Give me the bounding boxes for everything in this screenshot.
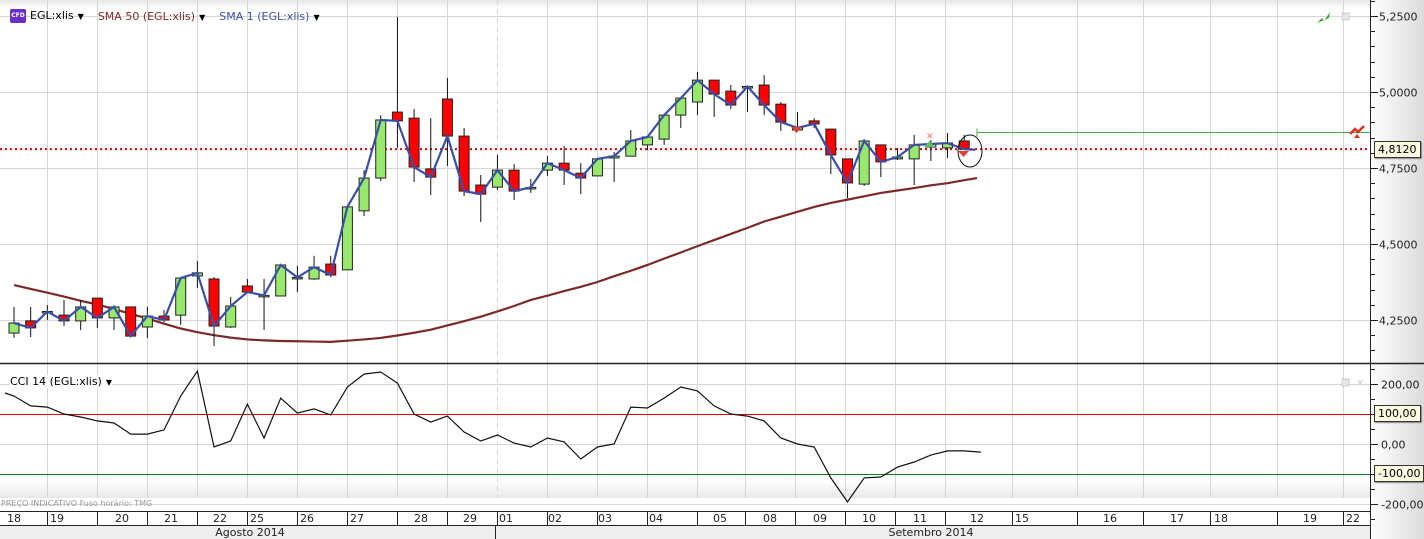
cci-selector[interactable]: CCI 14 (EGL:xlis) ▼ — [10, 375, 112, 388]
date-label: 12 — [970, 512, 984, 525]
date-label: 18 — [7, 512, 21, 525]
date-label: 02 — [548, 512, 562, 525]
dropdown-arrow-icon: ▼ — [313, 12, 320, 22]
price-axis-panel[interactable] — [1370, 0, 1424, 539]
candle-body[interactable] — [391, 111, 403, 122]
price-tick-label: 5,2500 — [1379, 11, 1418, 24]
date-label: 16 — [1103, 512, 1117, 525]
date-label: 19 — [1303, 512, 1317, 525]
date-label: 22 — [1346, 512, 1360, 525]
month-label: Setembro 2014 — [888, 526, 973, 539]
price-tick-label: 4,7500 — [1379, 163, 1418, 176]
date-label: 08 — [763, 512, 777, 525]
maximize-panel-icon[interactable] — [1341, 12, 1350, 21]
price-tick-label: 4,2500 — [1379, 315, 1418, 328]
date-label: 15 — [1015, 512, 1029, 525]
date-label: 03 — [598, 512, 612, 525]
date-label: 01 — [499, 512, 513, 525]
candle-body[interactable] — [441, 98, 453, 137]
cancel-order-icon[interactable]: ✕ — [926, 132, 934, 142]
month-row — [0, 526, 1370, 539]
footer-note: PREÇO INDICATIVO Fuso horário: TMG — [1, 499, 153, 508]
price-tick-label: 4,5000 — [1379, 239, 1418, 252]
cci-line — [4, 369, 981, 503]
date-label: 10 — [862, 512, 876, 525]
date-label: 19 — [50, 512, 64, 525]
date-label: 20 — [115, 512, 129, 525]
cci-lower-tag: -100,00 — [1374, 465, 1424, 482]
dropdown-arrow-icon: ▼ — [199, 12, 206, 22]
symbol-label: EGL:xlis — [30, 9, 74, 22]
cfd-icon: CFD — [10, 9, 26, 23]
date-label: 25 — [250, 512, 264, 525]
date-label: 17 — [1170, 512, 1184, 525]
sma50-label: SMA 50 (EGL:xlis) — [97, 9, 196, 23]
candle-body[interactable] — [341, 206, 353, 271]
sma50-line — [13, 176, 978, 343]
date-label: 09 — [813, 512, 827, 525]
dropdown-arrow-icon: ▼ — [77, 12, 84, 21]
cci-tick-label: -200,00 — [1381, 499, 1423, 512]
cci-tick-label: 200,00 — [1381, 379, 1420, 392]
month-label: Agosto 2014 — [215, 526, 285, 539]
date-label: 04 — [649, 512, 663, 525]
buy-marker-icon — [924, 141, 935, 147]
candle-body[interactable] — [842, 158, 853, 184]
sma1-label: SMA 1 (EGL:xlis) — [219, 9, 310, 23]
sma1-line — [13, 78, 976, 339]
candle-body[interactable] — [875, 144, 887, 163]
trend-up-icon[interactable] — [1317, 12, 1330, 23]
date-label: 22 — [213, 512, 227, 525]
sma50-selector[interactable]: SMA 50 (EGL:xlis) ▼ — [98, 10, 205, 23]
sma1-selector[interactable]: SMA 1 (EGL:xlis) ▼ — [219, 10, 319, 23]
sell-marker-icon — [958, 151, 969, 157]
sell-marker-icon — [791, 127, 802, 133]
date-label: 21 — [164, 512, 178, 525]
top-fade — [0, 0, 1370, 8]
close-cci-icon[interactable]: ✕ — [1356, 378, 1364, 389]
date-label: 29 — [463, 512, 477, 525]
candle-body[interactable] — [491, 169, 503, 188]
cci-label: CCI 14 (EGL:xlis) — [10, 375, 102, 388]
date-label: 26 — [300, 512, 314, 525]
candle-body[interactable] — [825, 128, 837, 156]
main-legend: CFD EGL:xlis ▼ SMA 50 (EGL:xlis) ▼ SMA 1 (E… — [10, 9, 320, 23]
candle-body[interactable] — [175, 277, 187, 316]
date-label: 11 — [913, 512, 927, 525]
cci-upper-tag: 100,00 — [1374, 405, 1421, 422]
alert-trend-icon[interactable] — [1349, 125, 1365, 138]
price-tick-label: 5,0000 — [1379, 87, 1418, 100]
bottom-fade — [0, 480, 1370, 498]
date-label: 28 — [414, 512, 428, 525]
dropdown-arrow-icon: ▼ — [105, 378, 112, 387]
date-label: 18 — [1214, 512, 1228, 525]
candle-body[interactable] — [208, 278, 220, 327]
symbol-selector[interactable]: CFD EGL:xlis ▼ — [10, 9, 84, 23]
cci-tick-label: 0,00 — [1381, 439, 1406, 452]
current-candle-marker — [957, 134, 983, 168]
date-label: 05 — [713, 512, 727, 525]
date-label: 27 — [350, 512, 364, 525]
maximize-cci-icon[interactable] — [1341, 378, 1350, 387]
last-price-tag: 4,8120 — [1374, 141, 1421, 158]
